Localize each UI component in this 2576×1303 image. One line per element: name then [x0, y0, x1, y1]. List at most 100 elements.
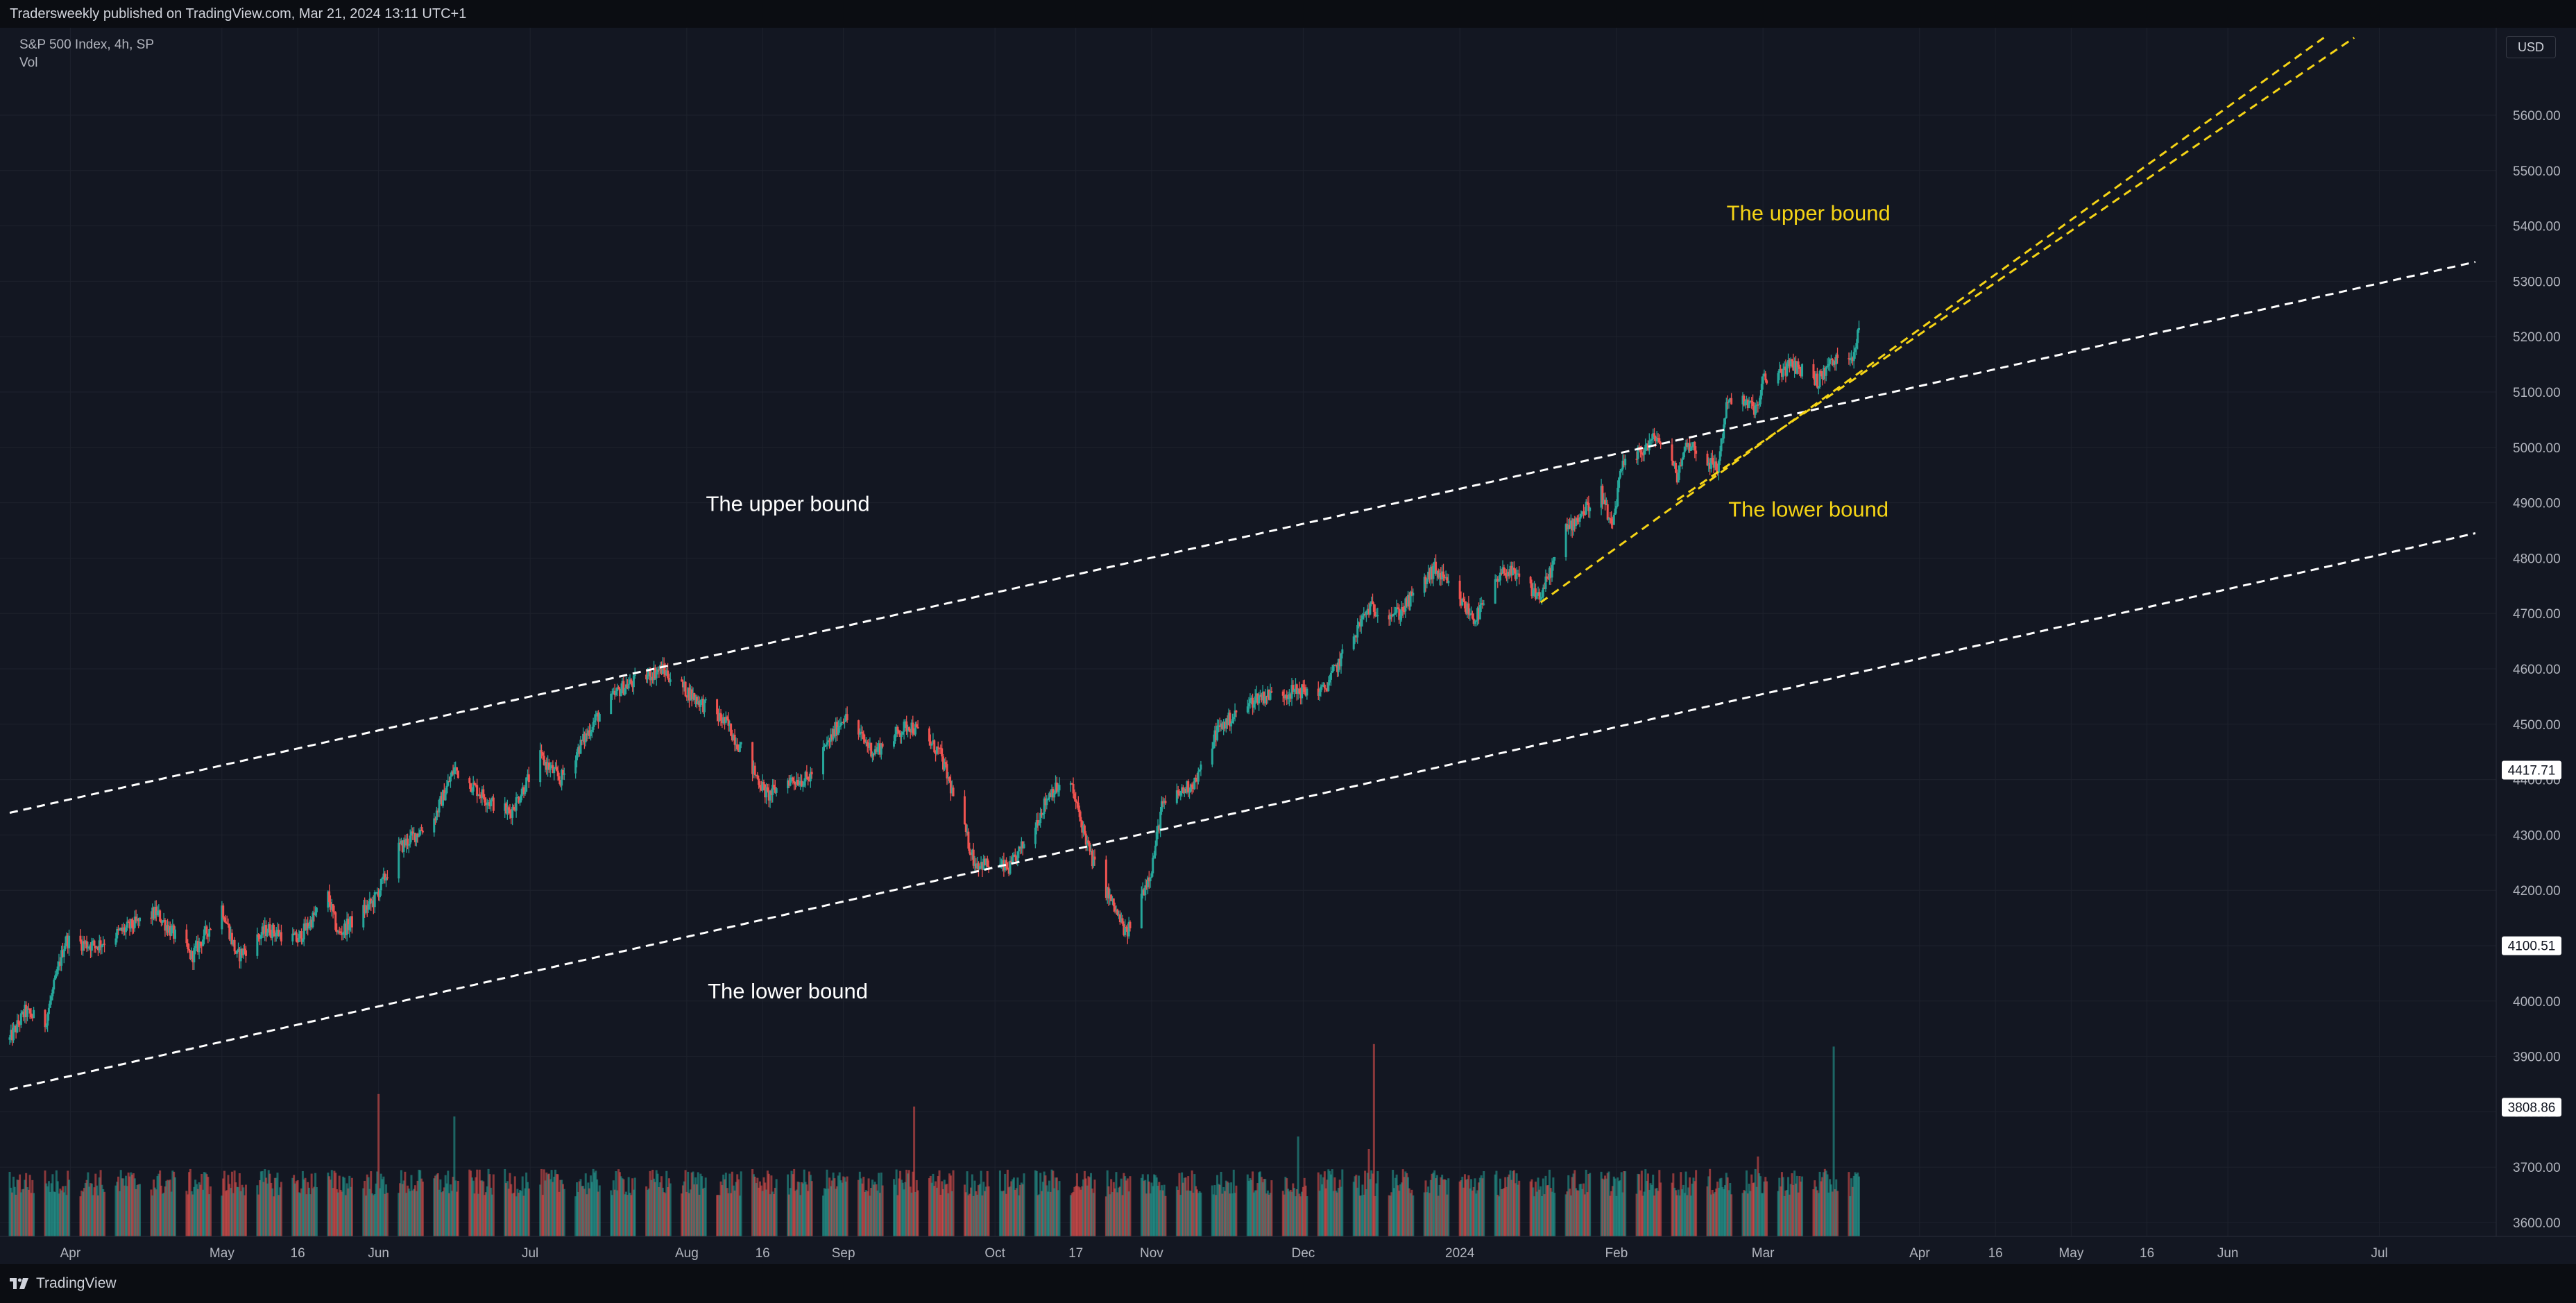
- candle-body: [727, 719, 730, 726]
- candle-body: [929, 741, 932, 746]
- candle-body: [1183, 788, 1186, 793]
- volume-bar: [22, 1189, 25, 1236]
- price-label-box: [2502, 1098, 2561, 1117]
- candle-body: [1322, 684, 1325, 686]
- candle-body: [616, 687, 619, 692]
- volume-bar: [933, 1186, 936, 1236]
- candle-body: [582, 733, 585, 741]
- candle-body: [1294, 684, 1297, 690]
- trendlines[interactable]: [9, 37, 2476, 1091]
- candle-body: [201, 942, 203, 946]
- candle-body: [737, 749, 740, 752]
- volume-bar: [1461, 1177, 1464, 1236]
- candle-body: [1406, 598, 1408, 606]
- volume-bar: [198, 1182, 201, 1236]
- volume-bar: [1855, 1174, 1858, 1236]
- candle-body: [1175, 790, 1178, 803]
- candle-body: [941, 756, 944, 770]
- volume-bar: [703, 1187, 706, 1236]
- candle-body: [1752, 406, 1755, 415]
- candle-body: [1752, 402, 1755, 407]
- volume-bar: [1510, 1179, 1513, 1236]
- candle-body: [1671, 444, 1673, 461]
- volume-bar: [24, 1179, 26, 1236]
- candle-body: [842, 722, 845, 723]
- volume-bar: [1829, 1184, 1832, 1236]
- volume-bar: [543, 1169, 545, 1236]
- volume-bar: [724, 1179, 726, 1236]
- candle-body: [135, 917, 137, 921]
- candle-body: [278, 929, 280, 937]
- volume-bar: [1046, 1185, 1048, 1236]
- candle-body: [1188, 791, 1191, 793]
- candle-body: [1034, 827, 1037, 844]
- volume-bar: [751, 1169, 754, 1236]
- candle-body: [878, 743, 880, 747]
- candle-body: [687, 688, 690, 698]
- candle-body: [195, 941, 198, 946]
- volume-bar: [171, 1170, 174, 1236]
- candle-body: [341, 932, 343, 935]
- candle-body: [55, 974, 58, 976]
- time-axis[interactable]: Apr May 16 Jun Jul Aug 16 Sep Oct 17 Nov Dec 2024 Feb…: [60, 1246, 2388, 1261]
- volume-bar: [1297, 1136, 1299, 1236]
- candle-body: [1437, 570, 1440, 578]
- volume-bar: [1392, 1188, 1395, 1236]
- volume-bar: [832, 1173, 835, 1236]
- volume-bar: [1687, 1187, 1690, 1236]
- volume-bar: [660, 1176, 663, 1236]
- volume-bar: [491, 1194, 494, 1236]
- candle-body: [1303, 687, 1306, 692]
- candle-body: [82, 941, 85, 951]
- candle-body: [1800, 368, 1802, 377]
- volume-bar: [156, 1176, 159, 1236]
- volume-bar: [1009, 1186, 1012, 1236]
- volume-bar: [1549, 1188, 1552, 1236]
- white-trendline[interactable]: [9, 261, 2476, 814]
- candle-body: [862, 733, 865, 740]
- volume-bar: [1814, 1180, 1816, 1236]
- price-axis[interactable]: 3600.003700.003800.003900.004000.004100.…: [2513, 109, 2561, 1231]
- candle-body: [452, 771, 454, 774]
- price-label-box: [2502, 760, 2561, 780]
- candle-body: [302, 923, 305, 939]
- volume-bar: [1654, 1188, 1657, 1236]
- candle-body: [1635, 459, 1638, 460]
- candle-body: [1639, 450, 1642, 453]
- volume-bar: [1406, 1173, 1408, 1236]
- volume-bar: [515, 1196, 518, 1236]
- candle-body: [967, 831, 970, 849]
- volume-bar: [773, 1194, 776, 1236]
- candle-body: [773, 785, 776, 787]
- candle-body: [1585, 502, 1587, 515]
- volume-bar: [1458, 1181, 1461, 1236]
- candle-body: [54, 975, 57, 980]
- volume-bar: [13, 1186, 16, 1236]
- candle-body: [539, 750, 542, 783]
- volume-bar: [1462, 1187, 1465, 1236]
- volume-bar: [950, 1191, 953, 1236]
- candle-body: [1483, 603, 1485, 605]
- yellow-trendline[interactable]: [1539, 37, 2325, 604]
- currency-button[interactable]: USD: [2506, 36, 2556, 58]
- candle-body: [118, 929, 121, 931]
- candle-body: [1252, 704, 1255, 708]
- volume-bar: [1150, 1182, 1153, 1236]
- candle-body: [509, 810, 511, 814]
- candle-body: [1600, 486, 1603, 508]
- candle-body: [1178, 793, 1181, 796]
- volume-bar: [792, 1174, 794, 1236]
- candle-body: [1440, 572, 1442, 580]
- candle-body: [1058, 785, 1061, 791]
- volume-bar: [1269, 1193, 1272, 1236]
- candle-body: [1759, 395, 1762, 404]
- candle-body: [1369, 604, 1372, 615]
- volume-bar: [228, 1184, 231, 1236]
- candle-body: [407, 844, 410, 846]
- volume-bar: [971, 1174, 973, 1236]
- volume-bar: [26, 1187, 28, 1236]
- yellow-trendline[interactable]: [1676, 37, 2355, 501]
- volume-bar: [1220, 1171, 1222, 1236]
- white-trendline[interactable]: [9, 532, 2476, 1091]
